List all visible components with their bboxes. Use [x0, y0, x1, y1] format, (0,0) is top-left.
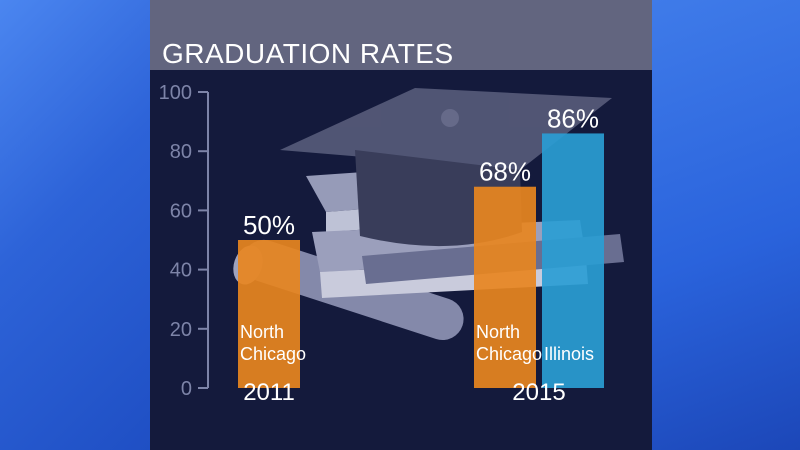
- bar-value-label: 68%: [479, 157, 531, 187]
- background-left: [0, 0, 150, 450]
- bar-series-label: Illinois: [544, 344, 594, 364]
- bar-illinois: [542, 133, 604, 388]
- background-right: [652, 0, 800, 450]
- bar-north-chicago: [238, 240, 300, 388]
- y-tick-label: 100: [159, 82, 192, 104]
- y-axis: 0 20 40 60 80 100: [159, 82, 209, 400]
- y-tick-label: 80: [170, 141, 192, 163]
- group-label: 2011: [243, 379, 295, 406]
- bar-series-label: North Chicago: [240, 322, 306, 364]
- y-tick-label: 0: [181, 378, 192, 400]
- y-tick-label: 60: [170, 200, 192, 222]
- bar-value-label: 50%: [243, 210, 295, 240]
- bars: 50% North Chicago 68% North Chicago 86% Illinoi…: [238, 103, 604, 388]
- chart-title: GRADUATION RATES: [162, 38, 454, 69]
- bar-north-chicago: [474, 186, 536, 388]
- y-tick-label: 40: [170, 260, 192, 282]
- group-label: 2015: [512, 379, 565, 406]
- bar-value-label: 86%: [547, 103, 599, 133]
- group-labels: 2011 2015: [243, 379, 566, 406]
- y-tick-label: 20: [170, 319, 192, 341]
- bar-chart: 0 20 40 60 80 100 50% North Chicago 68% North Chic…: [159, 82, 624, 406]
- title-band: [150, 0, 652, 70]
- chart-panel: GRADUATION RATES 0 20 40 60 80 100 50% North Ch…: [150, 0, 652, 450]
- bar-series-label: North Chicago: [476, 322, 542, 364]
